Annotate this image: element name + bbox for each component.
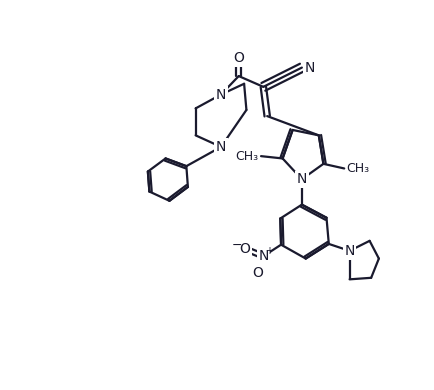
Text: N: N [215, 140, 226, 154]
Text: N: N [344, 244, 354, 258]
Text: N: N [296, 172, 306, 186]
Text: O: O [251, 266, 262, 280]
Text: O: O [239, 242, 250, 256]
Text: −: − [231, 239, 242, 252]
Text: O: O [233, 51, 243, 66]
Text: N: N [258, 249, 268, 263]
Text: CH₃: CH₃ [346, 162, 369, 175]
Text: +: + [264, 246, 272, 256]
Text: N: N [304, 60, 315, 74]
Text: N: N [215, 87, 226, 101]
Text: CH₃: CH₃ [235, 150, 258, 163]
